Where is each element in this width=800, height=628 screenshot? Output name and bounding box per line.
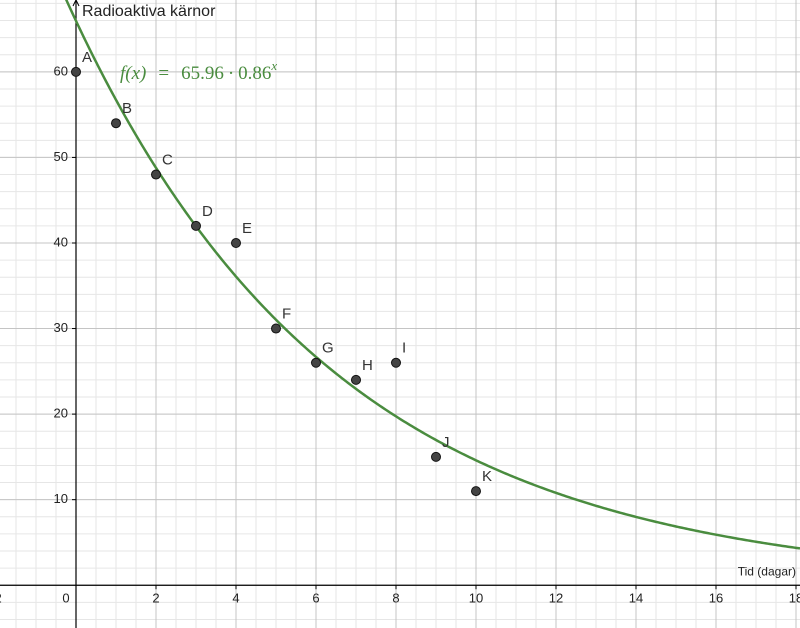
point-label: J bbox=[442, 434, 450, 451]
data-point bbox=[191, 220, 201, 231]
point-label: A bbox=[82, 49, 92, 66]
x-tick-label: 12 bbox=[549, 591, 563, 606]
function-curve bbox=[64, 0, 800, 550]
equation: f(x) = 65.96 · 0.86x bbox=[120, 58, 277, 84]
data-point bbox=[271, 323, 281, 334]
x-tick-label: 18 bbox=[789, 591, 800, 606]
data-point bbox=[71, 66, 81, 77]
x-tick-label: 2 bbox=[152, 591, 159, 606]
y-tick-label: 20 bbox=[54, 406, 68, 421]
equation-a: 65.96 bbox=[181, 63, 224, 84]
data-point bbox=[231, 237, 241, 248]
point-label: K bbox=[482, 468, 492, 485]
y-tick-label: 30 bbox=[54, 320, 68, 335]
x-tick-label: 14 bbox=[629, 591, 643, 606]
data-point bbox=[391, 357, 401, 368]
y-tick-label: 60 bbox=[54, 63, 68, 78]
point-label: F bbox=[282, 306, 291, 323]
y-tick-label: 50 bbox=[54, 149, 68, 164]
point-label: C bbox=[162, 152, 173, 169]
equation-b: 0.86 bbox=[238, 63, 271, 84]
equation-eq: = bbox=[158, 63, 169, 84]
x-tick-label: 16 bbox=[709, 591, 723, 606]
x-tick-label: 8 bbox=[392, 591, 399, 606]
x-tick-label: -2 bbox=[0, 591, 2, 606]
point-label: B bbox=[122, 100, 132, 117]
x-tick-label: 6 bbox=[312, 591, 319, 606]
y-tick-label: 40 bbox=[54, 234, 68, 249]
data-point bbox=[311, 357, 321, 368]
equation-exponent: x bbox=[270, 58, 277, 73]
point-label: G bbox=[322, 340, 334, 357]
x-tick-label: 10 bbox=[469, 591, 483, 606]
point-label: D bbox=[202, 203, 213, 220]
equation-times: · bbox=[228, 63, 234, 84]
data-point bbox=[151, 169, 161, 180]
point-label: H bbox=[362, 357, 373, 374]
point-label: E bbox=[242, 220, 252, 237]
x-tick-label: 0 bbox=[62, 591, 69, 606]
data-point bbox=[111, 118, 121, 129]
point-label: I bbox=[402, 340, 406, 357]
data-point bbox=[351, 374, 361, 385]
data-point bbox=[431, 451, 441, 462]
x-axis-label: Tid (dagar) bbox=[738, 564, 796, 578]
x-tick-label: 4 bbox=[232, 591, 239, 606]
data-point bbox=[471, 486, 481, 497]
y-axis-arrow bbox=[72, 0, 80, 7]
y-axis-label: Radioaktiva kärnor bbox=[82, 3, 216, 20]
y-tick-label: 10 bbox=[54, 491, 68, 506]
equation-lhs: f(x) bbox=[120, 63, 146, 84]
